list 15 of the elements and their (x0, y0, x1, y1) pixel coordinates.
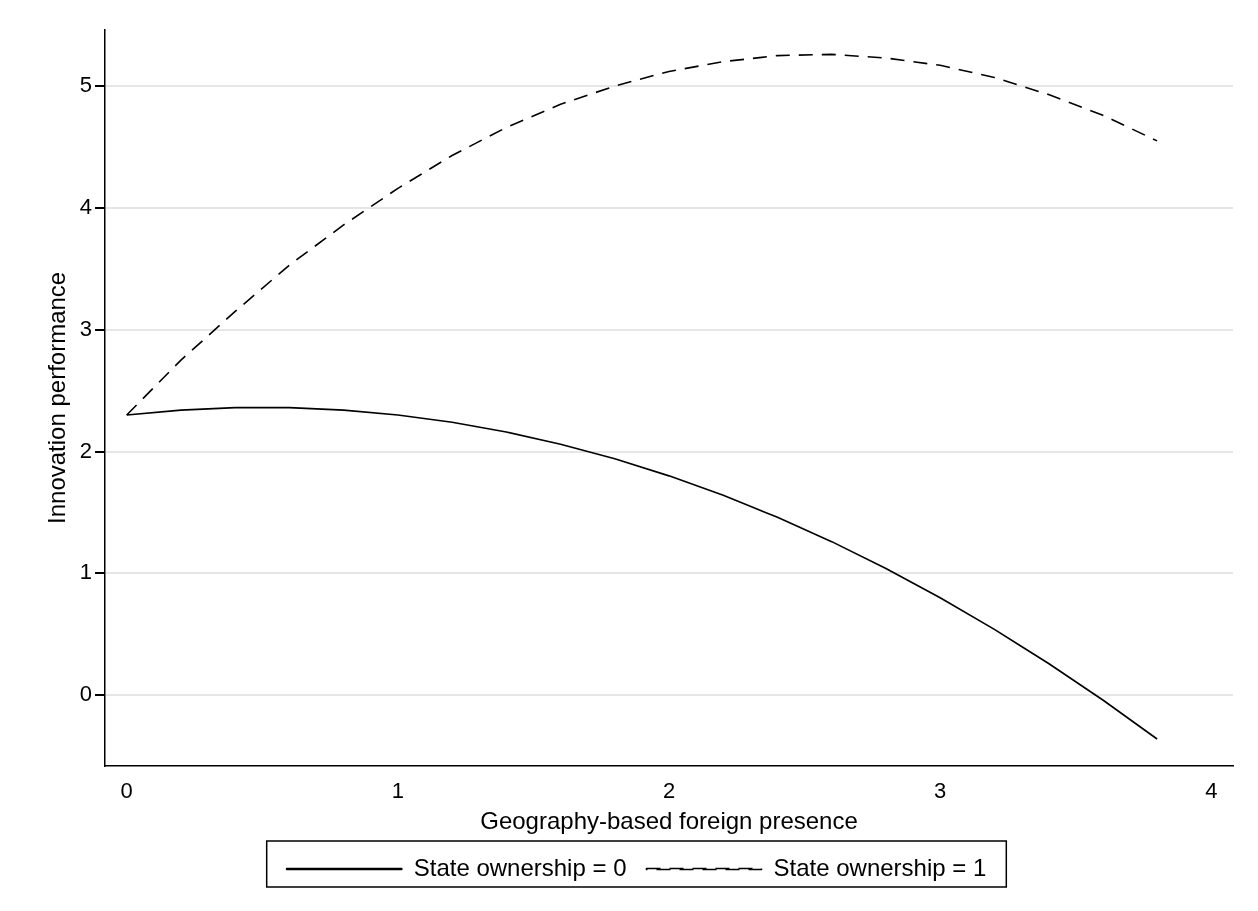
y-tick-label: 2 (79, 437, 93, 463)
y-tick-label: 4 (79, 193, 93, 219)
x-axis-title: Geography-based foreign presence (480, 807, 858, 835)
legend-label: State ownership = 0 (413, 853, 627, 881)
y-tick-label: 5 (79, 72, 93, 98)
x-tick-label: 1 (391, 778, 404, 804)
y-axis-title: Innovation performance (43, 271, 71, 524)
y-tick-label: 1 (79, 559, 93, 585)
x-tick-label: 0 (120, 778, 133, 804)
y-tick-label: 0 (79, 681, 93, 707)
x-tick-label: 4 (1205, 778, 1218, 804)
y-tick-label: 3 (79, 315, 93, 341)
legend-label: State ownership = 1 (773, 853, 987, 881)
x-tick-label: 2 (662, 778, 676, 804)
x-tick-label: 3 (934, 778, 947, 804)
